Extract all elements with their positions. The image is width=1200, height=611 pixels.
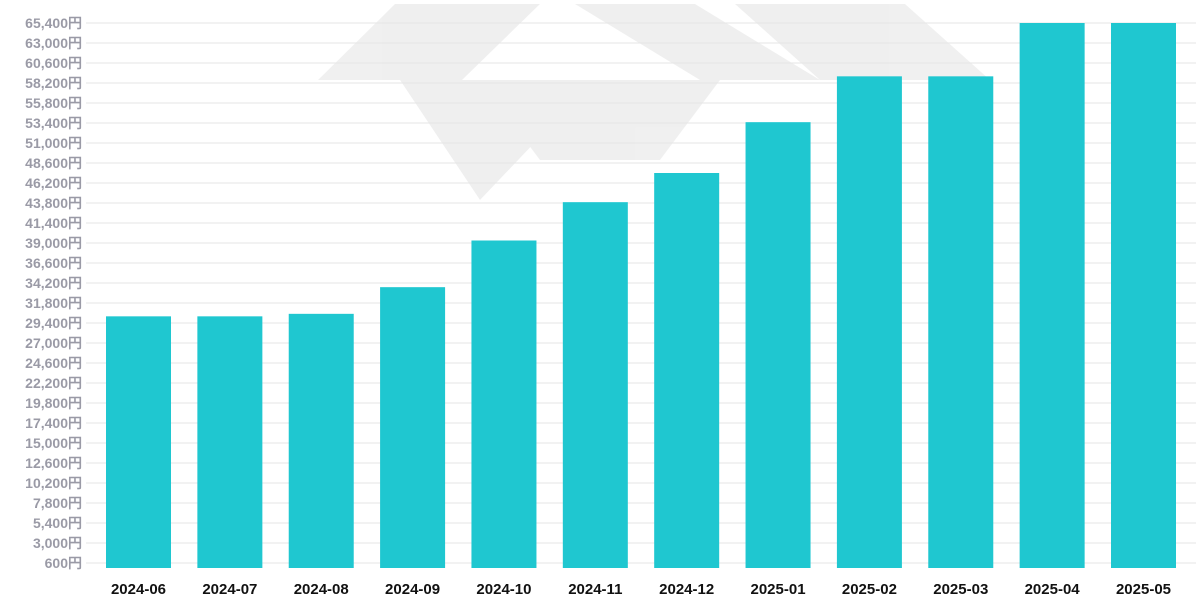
y-tick-label: 10,200円 [25, 475, 82, 491]
x-tick-label: 2024-10 [476, 581, 531, 598]
y-tick-label: 17,400円 [25, 415, 82, 431]
bar-2025-03 [928, 76, 994, 568]
y-tick-label: 53,400円 [25, 115, 82, 131]
bar-2024-10 [471, 240, 537, 568]
y-tick-label: 48,600円 [25, 155, 82, 171]
y-tick-label: 3,000円 [33, 535, 82, 551]
y-tick-label: 41,400円 [25, 215, 82, 231]
bar-2024-12 [654, 173, 720, 568]
y-tick-label: 19,800円 [25, 395, 82, 411]
x-tick-label: 2025-05 [1116, 581, 1171, 598]
y-tick-label: 7,800円 [33, 495, 82, 511]
x-tick-label: 2025-04 [1025, 581, 1081, 598]
y-tick-label: 5,400円 [33, 515, 82, 531]
x-tick-label: 2024-12 [659, 581, 714, 598]
y-tick-label: 24,600円 [25, 355, 82, 371]
y-tick-label: 60,600円 [25, 55, 82, 71]
bar-2025-04 [1019, 23, 1085, 568]
bar-2024-11 [562, 202, 628, 568]
y-tick-label: 29,400円 [25, 315, 82, 331]
y-tick-label: 600円 [45, 555, 82, 571]
y-tick-label: 51,000円 [25, 135, 82, 151]
bar-2025-02 [836, 76, 902, 568]
y-tick-label: 63,000円 [25, 35, 82, 51]
x-tick-label: 2024-08 [294, 581, 349, 598]
y-tick-label: 39,000円 [25, 235, 82, 251]
y-tick-label: 31,800円 [25, 295, 82, 311]
bar-2024-09 [380, 287, 446, 568]
y-tick-label: 46,200円 [25, 175, 82, 191]
x-tick-label: 2024-11 [568, 581, 622, 598]
y-tick-label: 55,800円 [25, 95, 82, 111]
bar-2024-06 [106, 316, 171, 568]
bar-2024-08 [288, 313, 354, 568]
x-tick-label: 2024-07 [202, 581, 257, 598]
y-axis-ticks: 600円 3,000円 5,400円 7,800円 10,200円 12,600円 15,0… [25, 15, 82, 571]
y-tick-label: 22,200円 [25, 375, 82, 391]
bars [106, 23, 1176, 569]
x-tick-label: 2025-02 [842, 581, 897, 598]
x-tick-label: 2025-03 [933, 581, 988, 598]
x-tick-label: 2024-09 [385, 581, 440, 598]
x-axis-ticks: 2024-06 2024-07 2024-08 2024-09 2024-10 2024-… [111, 581, 1171, 598]
y-tick-label: 65,400円 [25, 15, 82, 31]
x-tick-label: 2025-01 [751, 581, 806, 598]
y-tick-label: 34,200円 [25, 275, 82, 291]
bar-2024-07 [197, 316, 263, 568]
y-tick-label: 43,800円 [25, 195, 82, 211]
x-tick-label: 2024-06 [111, 581, 166, 598]
y-tick-label: 12,600円 [25, 455, 82, 471]
y-tick-label: 36,600円 [25, 255, 82, 271]
bar-2025-01 [745, 122, 811, 569]
y-tick-label: 58,200円 [25, 75, 82, 91]
y-tick-label: 15,000円 [25, 435, 82, 451]
bar-2025-05 [1111, 23, 1176, 568]
y-tick-label: 27,000円 [25, 335, 82, 351]
gridlines [86, 22, 1196, 564]
